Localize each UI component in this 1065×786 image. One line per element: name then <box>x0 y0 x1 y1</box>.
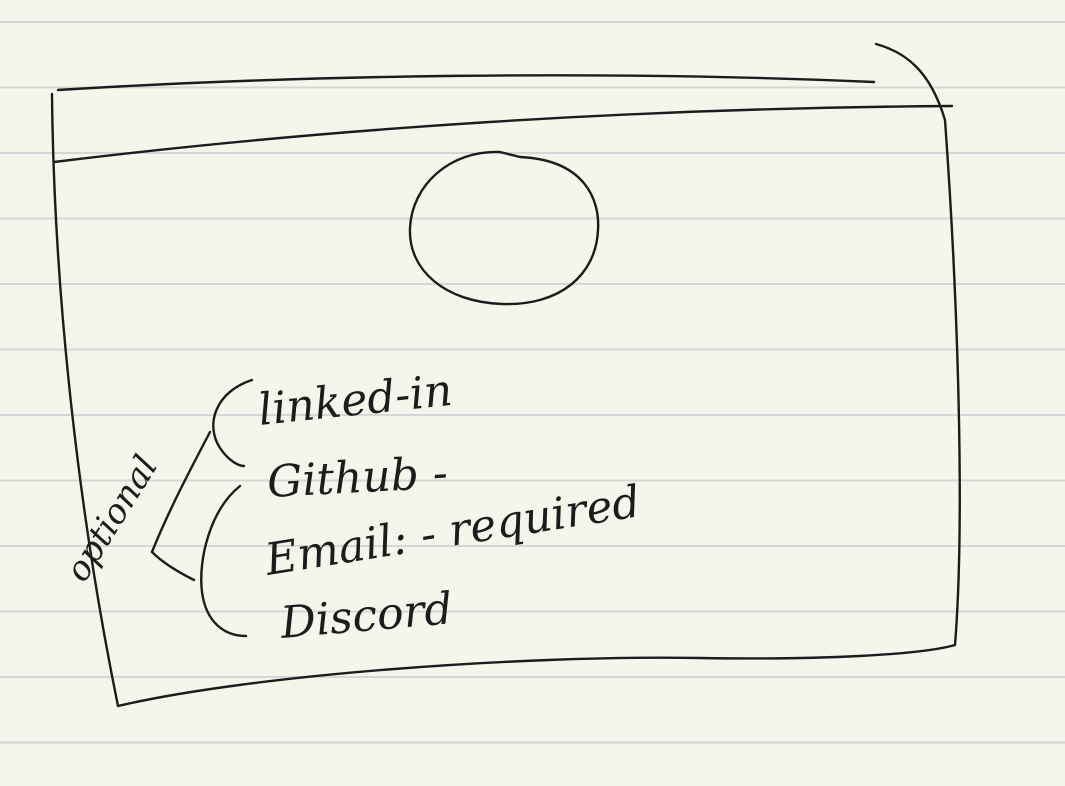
github-field-label: Github - <box>266 448 449 508</box>
linkedin-field-label: linked-in <box>256 365 455 436</box>
header-top-line <box>56 74 876 92</box>
connector-to-lower-brace <box>150 550 196 582</box>
window-frame <box>50 42 961 708</box>
discord-field-label: Discord <box>278 583 455 649</box>
optional-note: optional <box>58 449 166 589</box>
brace-lower <box>200 484 248 638</box>
header-divider-line <box>52 104 954 164</box>
profile-picture-circle <box>408 150 600 306</box>
connector-to-upper-brace <box>150 430 212 554</box>
brace-upper <box>212 378 254 468</box>
